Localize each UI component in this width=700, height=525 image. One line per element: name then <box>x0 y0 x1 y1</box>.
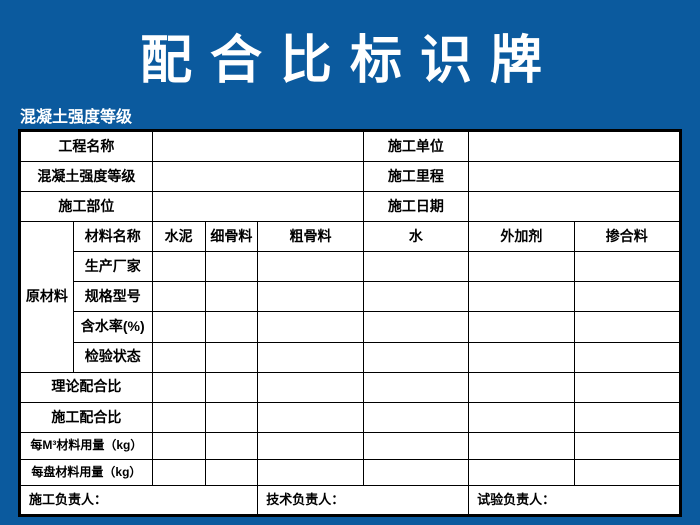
cell <box>574 282 679 312</box>
cell <box>205 312 258 342</box>
board-subtitle: 混凝土强度等级 <box>0 103 700 127</box>
cell <box>258 459 363 486</box>
cell <box>363 342 468 372</box>
cell <box>258 252 363 282</box>
cell <box>152 432 205 459</box>
cell <box>205 402 258 432</box>
cell <box>205 432 258 459</box>
cell <box>469 282 574 312</box>
cell <box>258 342 363 372</box>
manufacturer-row-label: 生产厂家 <box>73 252 152 282</box>
cell <box>469 252 574 282</box>
construction-ratio-label: 施工配合比 <box>21 402 153 432</box>
construction-manager-label: 施工负责人： <box>21 486 258 515</box>
cell <box>205 252 258 282</box>
cell <box>258 402 363 432</box>
cell <box>205 342 258 372</box>
cell <box>205 459 258 486</box>
cell <box>152 402 205 432</box>
cell <box>574 432 679 459</box>
cell <box>574 342 679 372</box>
col-fine-agg: 细骨料 <box>205 222 258 252</box>
cell <box>152 459 205 486</box>
cell <box>469 342 574 372</box>
cell <box>574 252 679 282</box>
spec-row-label: 规格型号 <box>73 282 152 312</box>
construction-unit-value <box>469 132 680 162</box>
cell <box>258 312 363 342</box>
raw-materials-section-label: 原材料 <box>21 222 74 372</box>
cell <box>152 372 205 402</box>
cell <box>574 312 679 342</box>
col-water: 水 <box>363 222 468 252</box>
col-coarse-agg: 粗骨料 <box>258 222 363 252</box>
cell <box>152 312 205 342</box>
cell <box>363 402 468 432</box>
cell <box>363 432 468 459</box>
cell <box>363 372 468 402</box>
theoretical-ratio-label: 理论配合比 <box>21 372 153 402</box>
cell <box>205 372 258 402</box>
test-manager-label: 试验负责人： <box>469 486 680 515</box>
cell <box>574 372 679 402</box>
cell <box>363 252 468 282</box>
material-name-row-label: 材料名称 <box>73 222 152 252</box>
project-name-label: 工程名称 <box>21 132 153 162</box>
cell <box>363 282 468 312</box>
board-title: 配合比标识牌 <box>0 0 700 103</box>
per-m3-label: 每M³材料用量（kg） <box>21 432 153 459</box>
cell <box>152 282 205 312</box>
inspection-row-label: 检验状态 <box>73 342 152 372</box>
construction-date-label: 施工日期 <box>363 192 468 222</box>
cell <box>574 402 679 432</box>
cell <box>469 402 574 432</box>
project-name-value <box>152 132 363 162</box>
cell <box>363 459 468 486</box>
cell <box>152 252 205 282</box>
cell <box>258 282 363 312</box>
construction-unit-label: 施工单位 <box>363 132 468 162</box>
strength-grade-label: 混凝土强度等级 <box>21 162 153 192</box>
data-panel: 工程名称 施工单位 混凝土强度等级 施工里程 施工部位 施工日期 原材料 材料名… <box>18 129 682 517</box>
per-batch-label: 每盘材料用量（kg） <box>21 459 153 486</box>
cell <box>469 372 574 402</box>
cell <box>258 432 363 459</box>
construction-part-label: 施工部位 <box>21 192 153 222</box>
mix-ratio-table: 工程名称 施工单位 混凝土强度等级 施工里程 施工部位 施工日期 原材料 材料名… <box>20 131 680 515</box>
cell <box>469 459 574 486</box>
construction-part-value <box>152 192 363 222</box>
technical-manager-label: 技术负责人： <box>258 486 469 515</box>
cell <box>152 342 205 372</box>
col-admixture: 外加剂 <box>469 222 574 252</box>
cell <box>469 312 574 342</box>
strength-grade-value <box>152 162 363 192</box>
moisture-row-label: 含水率(%) <box>73 312 152 342</box>
col-cement: 水泥 <box>152 222 205 252</box>
col-mineral: 掺合料 <box>574 222 679 252</box>
construction-date-value <box>469 192 680 222</box>
cell <box>574 459 679 486</box>
cell <box>363 312 468 342</box>
cell <box>258 372 363 402</box>
cell <box>205 282 258 312</box>
construction-mileage-value <box>469 162 680 192</box>
construction-mileage-label: 施工里程 <box>363 162 468 192</box>
cell <box>469 432 574 459</box>
